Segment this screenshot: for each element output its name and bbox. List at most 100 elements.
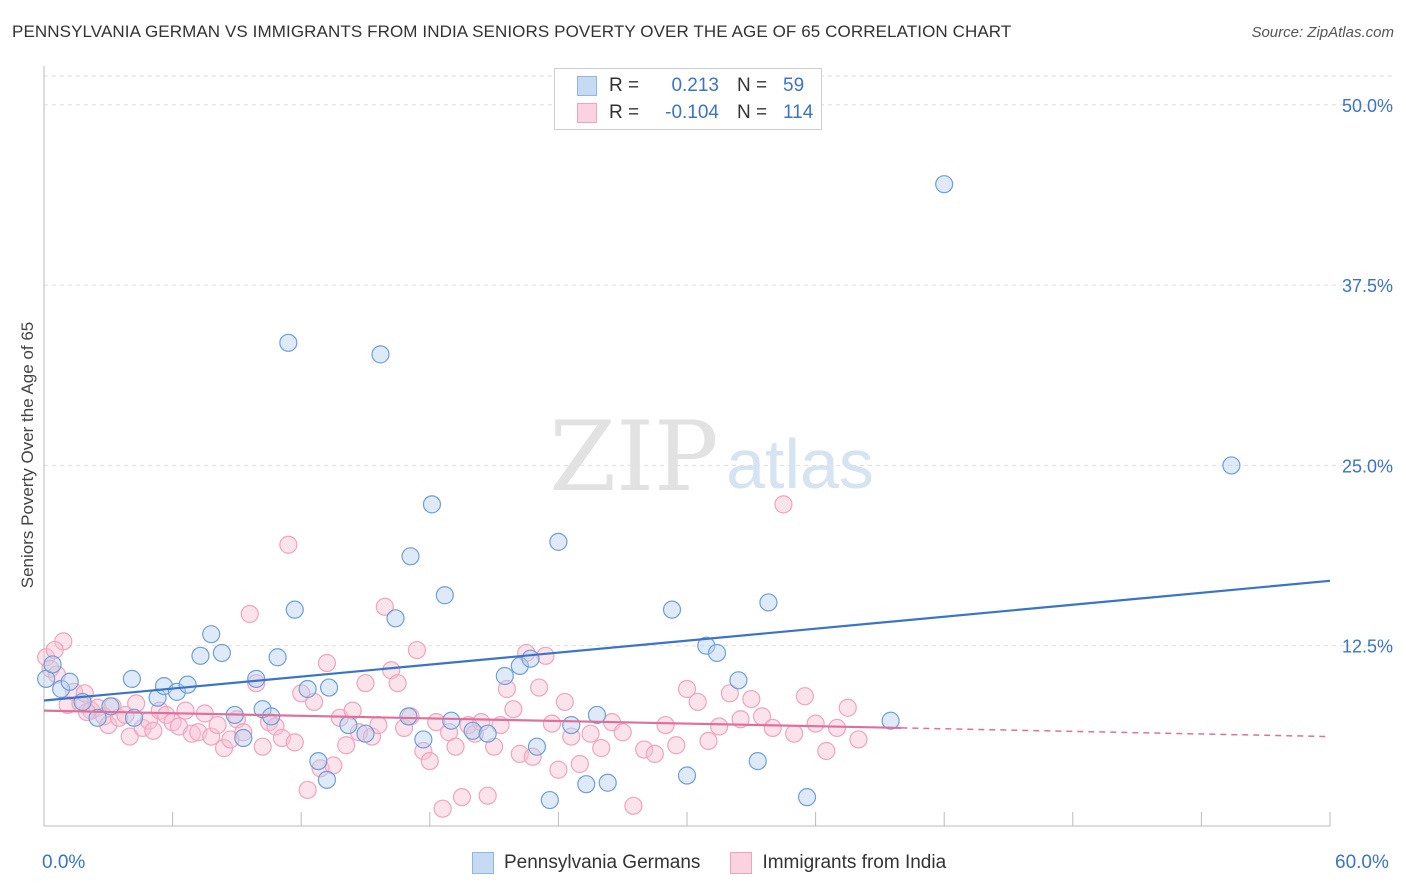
data-point (577, 775, 596, 794)
n-label: N = (737, 75, 768, 96)
data-point (699, 731, 718, 751)
data-point (697, 636, 716, 655)
grid-lines (44, 75, 1393, 647)
data-point (268, 648, 287, 667)
data-point (504, 700, 523, 719)
data-point (279, 333, 298, 352)
data-point (555, 692, 574, 712)
data-point (592, 739, 611, 758)
correlation-legend: R = 0.213 N = 59 R = -0.104 N = 114 (554, 68, 822, 130)
axes (43, 66, 1331, 827)
data-point (60, 672, 79, 691)
data-point (433, 799, 452, 818)
data-point (523, 747, 542, 766)
series-immigrants-from-india (37, 495, 868, 818)
data-point (645, 744, 664, 763)
data-point (838, 698, 857, 717)
data-point (407, 640, 427, 660)
data-point (748, 751, 767, 771)
data-point (212, 643, 231, 663)
data-point (356, 674, 375, 693)
data-point (759, 593, 778, 612)
data-point (463, 721, 482, 740)
data-point (343, 701, 362, 720)
data-point (527, 737, 547, 756)
data-point (234, 728, 253, 748)
data-point (598, 773, 617, 792)
data-point (540, 790, 559, 810)
data-point (536, 646, 555, 665)
data-point (742, 689, 761, 709)
chart-source: Source: ZipAtlas.com (1251, 24, 1394, 41)
data-point (849, 730, 868, 749)
watermark: ZIP atlas (549, 401, 874, 513)
data-point (178, 675, 197, 694)
chart-title: PENNSYLVANIA GERMAN VS IMMIGRANTS FROM I… (12, 22, 1012, 41)
trend-line-pennsylvania-germans (43, 579, 1331, 702)
legend-swatch-blue (577, 76, 597, 96)
data-point (435, 586, 454, 605)
r-label: R = (609, 75, 640, 96)
data-point (446, 737, 465, 756)
data-point (414, 730, 433, 749)
data-point (667, 736, 686, 755)
data-point (337, 736, 356, 755)
watermark-atlas: atlas (726, 425, 874, 503)
data-point (677, 679, 697, 699)
data-point (729, 671, 748, 690)
data-point (394, 718, 414, 738)
data-point (122, 669, 141, 688)
trend-line-immigrants-from-india (43, 709, 902, 730)
data-point (827, 718, 847, 738)
data-point (452, 788, 472, 807)
data-point (562, 715, 581, 735)
data-point (317, 770, 337, 789)
y-tick-label: 12.5% (1342, 637, 1393, 657)
data-point (677, 766, 697, 785)
data-point (465, 724, 484, 743)
data-point (587, 705, 607, 725)
legend-swatch-pink (577, 103, 597, 123)
legend-item-pennsylvania-germans: Pennsylvania Germans (472, 852, 700, 874)
data-point (710, 717, 729, 736)
data-point (99, 715, 118, 735)
data-point (253, 737, 272, 756)
data-point (549, 532, 568, 551)
data-point (613, 723, 632, 742)
data-point (806, 714, 825, 733)
watermark-zip: ZIP (549, 401, 718, 513)
r-value: -0.104 (665, 102, 719, 123)
data-point (298, 780, 317, 800)
data-point (581, 724, 600, 743)
data-point (279, 535, 298, 554)
y-tick-label: 37.5% (1342, 276, 1393, 296)
data-point (309, 751, 328, 771)
data-point (247, 674, 266, 693)
data-point (401, 547, 420, 566)
legend-swatch-blue (472, 852, 494, 874)
series-legend: Pennsylvania Germans Immigrants from Ind… (472, 852, 976, 874)
data-point (101, 697, 120, 716)
data-point (208, 715, 227, 735)
data-point (785, 724, 804, 743)
legend-swatch-pink (730, 852, 753, 874)
data-point (478, 724, 497, 743)
legend-label: Immigrants from India (762, 852, 947, 873)
data-point (817, 741, 836, 761)
data-point (356, 724, 375, 743)
legend-item-immigrants-from-india: Immigrants from India (730, 852, 946, 874)
data-point (266, 717, 285, 736)
data-point (707, 643, 727, 663)
data-point (478, 786, 497, 805)
data-point (371, 345, 390, 364)
data-point (88, 708, 107, 727)
data-point (157, 705, 176, 725)
data-point (298, 679, 317, 699)
y-tick-label: 25.0% (1342, 456, 1393, 476)
data-point (182, 724, 201, 743)
data-point (317, 653, 337, 673)
data-point (763, 718, 782, 738)
data-point (521, 649, 540, 668)
data-point (530, 678, 549, 697)
